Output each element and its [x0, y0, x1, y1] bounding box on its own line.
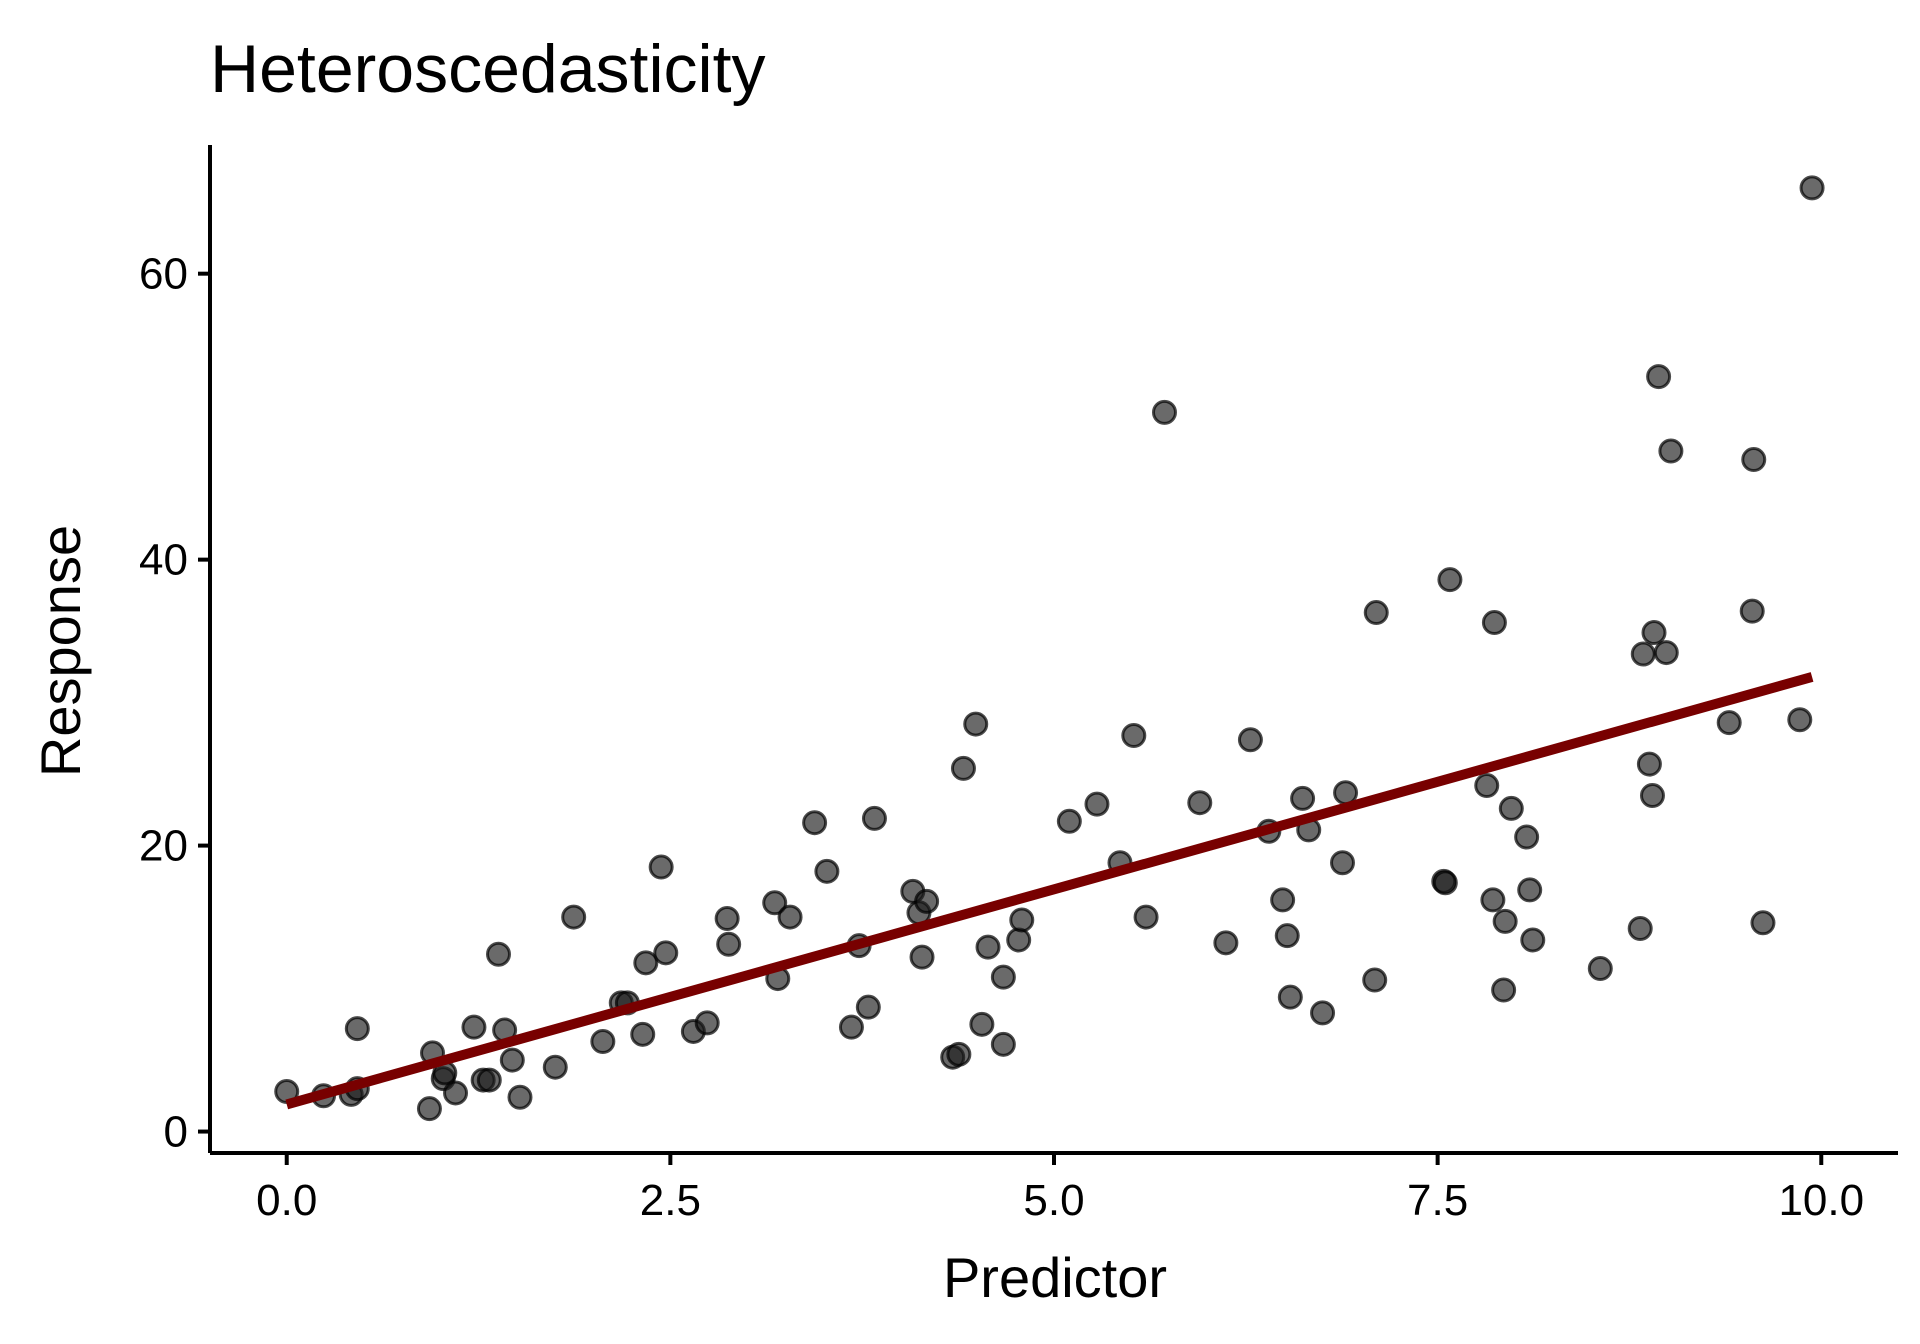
data-point	[1432, 870, 1458, 896]
data-point	[1362, 967, 1388, 993]
data-point	[416, 1096, 442, 1122]
data-point	[1474, 773, 1500, 799]
data-point	[1514, 824, 1540, 850]
data-point	[1480, 887, 1506, 913]
data-point	[507, 1084, 533, 1110]
data-point	[1237, 727, 1263, 753]
data-point	[630, 1021, 656, 1047]
data-point	[762, 890, 788, 916]
data-point	[1658, 438, 1684, 464]
data-point	[1636, 751, 1662, 777]
data-point	[1750, 910, 1776, 936]
data-point	[909, 944, 935, 970]
data-point	[914, 888, 940, 914]
data-point	[1492, 908, 1518, 934]
data-point	[1587, 956, 1613, 982]
data-point	[443, 1080, 469, 1106]
regression-line	[285, 672, 1814, 1110]
data-point	[1498, 795, 1524, 821]
data-point	[590, 1028, 616, 1054]
y-axis-ticks: 0 20 40 60	[139, 250, 210, 1157]
data-point	[633, 950, 659, 976]
data-point	[861, 805, 887, 831]
data-point	[950, 755, 976, 781]
data-point	[838, 1014, 864, 1040]
data-point	[1741, 447, 1767, 473]
data-point	[694, 1010, 720, 1036]
data-point	[1716, 710, 1742, 736]
data-point	[716, 931, 742, 957]
data-point	[648, 854, 674, 880]
x-axis-title: Predictor	[943, 1246, 1167, 1309]
data-point	[1274, 923, 1300, 949]
data-point	[1630, 641, 1656, 667]
data-point	[1270, 887, 1296, 913]
x-tick-label: 7.5	[1407, 1176, 1468, 1225]
data-point	[1627, 916, 1653, 942]
data-point	[1653, 640, 1679, 666]
data-point	[1639, 783, 1665, 809]
data-point	[777, 904, 803, 930]
data-point	[1121, 723, 1147, 749]
data-point	[1213, 930, 1239, 956]
data-point	[653, 940, 679, 966]
data-point	[344, 1016, 370, 1042]
data-point	[1187, 790, 1213, 816]
x-tick-label: 5.0	[1023, 1176, 1084, 1225]
data-point	[714, 906, 740, 932]
data-point	[1006, 927, 1032, 953]
data-point	[1151, 399, 1177, 425]
data-point	[1329, 850, 1355, 876]
data-point	[1009, 907, 1035, 933]
data-point	[1310, 1000, 1336, 1026]
data-point	[1481, 610, 1507, 636]
x-axis-ticks: 0.0 2.5 5.0 7.5 10.0	[256, 1153, 1864, 1225]
data-point	[499, 1047, 525, 1073]
data-point	[1799, 175, 1825, 201]
data-point	[1277, 984, 1303, 1010]
data-point	[1739, 598, 1765, 624]
data-point	[990, 964, 1016, 990]
data-point	[990, 1031, 1016, 1057]
data-point	[1363, 600, 1389, 626]
x-tick-label: 0.0	[256, 1176, 317, 1225]
data-point	[1133, 904, 1159, 930]
data-point	[963, 711, 989, 737]
data-point	[1517, 877, 1543, 903]
data-point	[946, 1041, 972, 1067]
data-point	[542, 1054, 568, 1080]
y-axis-title: Response	[29, 525, 92, 777]
data-points	[274, 175, 1825, 1122]
x-tick-label: 10.0	[1778, 1176, 1864, 1225]
chart-title: Heteroscedasticity	[210, 31, 766, 107]
x-tick-label: 2.5	[640, 1176, 701, 1225]
data-point	[1787, 707, 1813, 733]
data-point	[476, 1067, 502, 1093]
y-tick-label: 20	[139, 822, 188, 871]
data-point	[561, 904, 587, 930]
data-point	[1646, 364, 1672, 390]
data-point	[1437, 567, 1463, 593]
y-tick-label: 60	[139, 250, 188, 299]
data-point	[485, 941, 511, 967]
data-point	[969, 1011, 995, 1037]
data-point	[855, 994, 881, 1020]
data-point	[1056, 808, 1082, 834]
data-point	[814, 858, 840, 884]
y-tick-label: 40	[139, 536, 188, 585]
data-point	[1491, 977, 1517, 1003]
y-tick-label: 0	[164, 1108, 188, 1157]
data-point	[1084, 791, 1110, 817]
data-point	[1290, 785, 1316, 811]
data-point	[1641, 620, 1667, 646]
data-point	[1520, 927, 1546, 953]
data-point	[461, 1014, 487, 1040]
data-point	[802, 810, 828, 836]
data-point	[975, 934, 1001, 960]
